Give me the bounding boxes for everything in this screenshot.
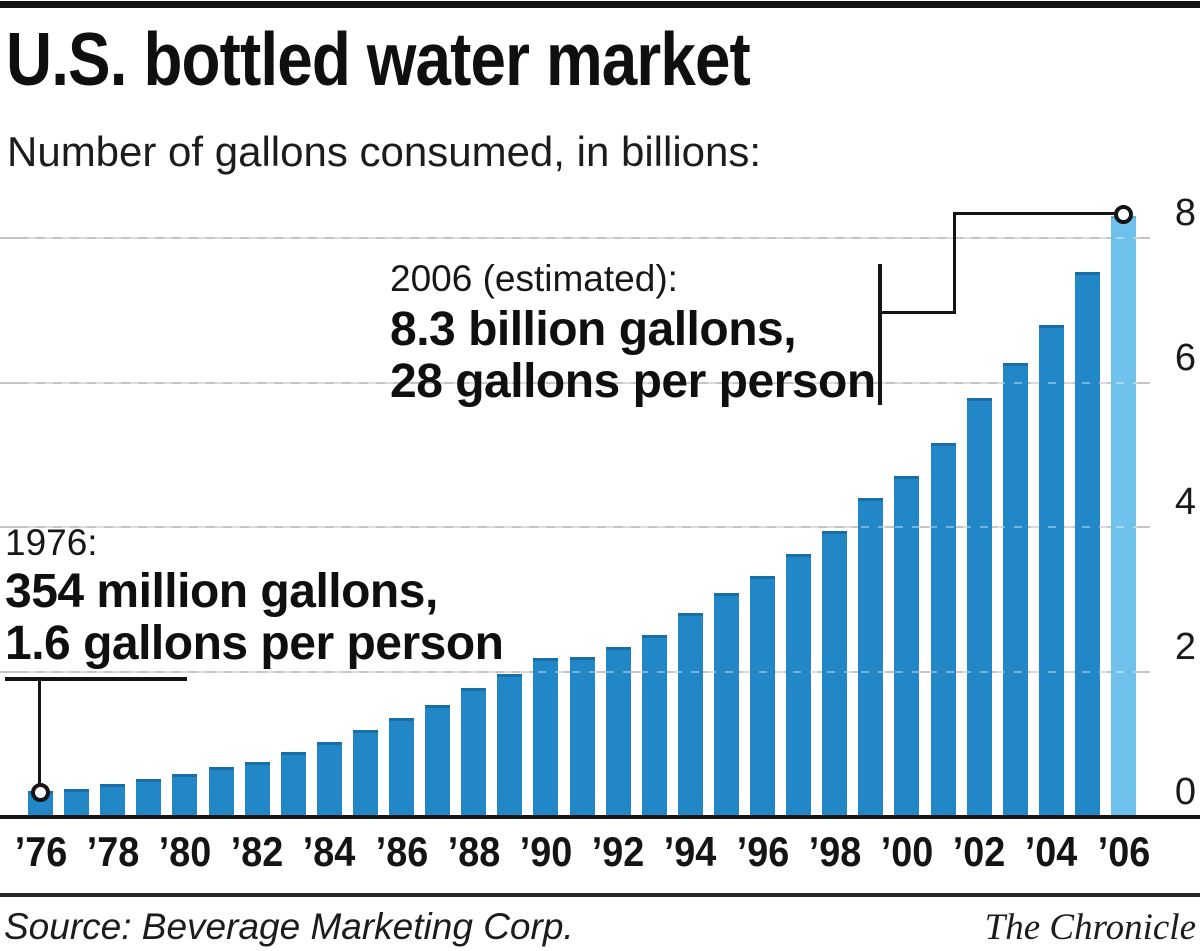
annotation-2006-gallons: 8.3 billion gallons, (390, 303, 797, 356)
bar-1996 (750, 575, 775, 818)
source-credit: Source: Beverage Marketing Corp. (4, 906, 574, 947)
y-tick-label-4: 4 (1174, 481, 1196, 524)
gridline-dash-overlay-8 (28, 236, 1137, 239)
gridline-dash-overlay-6 (28, 381, 1137, 384)
bar-1979 (136, 779, 162, 818)
annotation-1976: 1976: 354 million gallons, 1.6 gallons p… (5, 520, 504, 670)
gridline-8 (0, 236, 1150, 239)
bar-1983 (280, 751, 306, 818)
annotation-1976-underline (5, 677, 187, 681)
bar-1990 (533, 658, 559, 818)
x-tick-label-86: ’86 (375, 828, 428, 875)
x-tick-label-82: ’82 (230, 828, 284, 875)
x-tick-label-84: ’84 (303, 828, 356, 875)
annotation-2006-leader-segment-2 (953, 214, 956, 314)
annotation-2006-leader-segment-1 (882, 311, 956, 314)
bar-1981 (208, 767, 234, 818)
annotation-2006: 2006 (estimated): 8.3 billion gallons, 2… (390, 254, 876, 408)
x-tick-label-90: ’90 (519, 828, 573, 875)
x-tick-label-00: ’00 (880, 828, 934, 875)
bar-1995 (713, 593, 739, 818)
x-tick-label-80: ’80 (158, 828, 212, 875)
annotation-1976-gallons: 354 million gallons, (5, 565, 438, 618)
y-tick-label-2: 2 (1174, 626, 1196, 669)
bar-1999 (858, 498, 884, 818)
bar-1986 (389, 717, 414, 818)
page-title: U.S. bottled water market (6, 17, 751, 101)
gridline-4 (0, 526, 1150, 529)
annotation-2006-leader-segment-3 (953, 212, 1115, 215)
bar-2002 (966, 397, 992, 818)
y-tick-label-6: 6 (1174, 336, 1196, 379)
bar-1997 (786, 554, 812, 818)
bar-1977 (64, 789, 90, 818)
bar-2001 (930, 442, 956, 818)
bar-2005 (1074, 271, 1100, 818)
annotation-1976-per-person: 1.6 gallons per person (5, 617, 504, 670)
x-tick-label-04: ’04 (1025, 828, 1078, 875)
x-tick-label-96: ’96 (736, 828, 789, 875)
x-tick-label-78: ’78 (86, 828, 139, 875)
annotation-2006-bracket-line (878, 264, 882, 405)
bar-2003 (1002, 363, 1028, 818)
bar-1988 (461, 688, 487, 818)
annotation-2006-point-marker (1114, 205, 1133, 224)
gridline-dash-overlay-2 (28, 671, 1137, 674)
bar-1980 (172, 773, 198, 818)
annotation-2006-year: 2006 (estimated): (390, 258, 678, 299)
y-tick-label-8: 8 (1174, 191, 1196, 234)
annotation-1976-point-marker (31, 783, 50, 802)
x-tick-label-94: ’94 (664, 828, 717, 875)
x-tick-label-76: ’76 (14, 828, 67, 875)
bar-1994 (677, 612, 703, 818)
top-rule (0, 1, 1200, 8)
annotation-2006-per-person: 28 gallons per person (390, 355, 876, 408)
bar-1998 (822, 531, 848, 818)
bar-1982 (244, 761, 270, 818)
bar-1985 (352, 730, 378, 818)
bar-1984 (316, 742, 342, 818)
bar-1993 (641, 634, 667, 818)
bar-1978 (100, 784, 126, 818)
bar-2006 (1111, 216, 1136, 818)
gridline-6 (0, 381, 1150, 384)
y-tick-label-0: 0 (1174, 771, 1196, 813)
bar-2000 (894, 475, 920, 818)
footer-rule (0, 893, 1200, 897)
publication-credit: The Chronicle (984, 907, 1196, 948)
x-tick-label-06: ’06 (1097, 828, 1150, 875)
gridline-dash-overlay-4 (28, 526, 1137, 529)
bar-1989 (497, 674, 523, 818)
x-axis-line (0, 815, 1200, 819)
x-tick-label-88: ’88 (447, 828, 500, 875)
x-tick-label-02: ’02 (952, 828, 1006, 875)
bar-2004 (1038, 324, 1064, 818)
bar-1992 (605, 646, 631, 818)
annotation-1976-leader-line (38, 681, 41, 785)
bar-1987 (425, 704, 451, 818)
x-tick-label-92: ’92 (591, 828, 645, 875)
bar-1991 (569, 656, 595, 818)
annotation-1976-year: 1976: (5, 522, 98, 563)
x-tick-label-98: ’98 (808, 828, 861, 875)
chart-subtitle: Number of gallons consumed, in billions: (7, 128, 762, 175)
